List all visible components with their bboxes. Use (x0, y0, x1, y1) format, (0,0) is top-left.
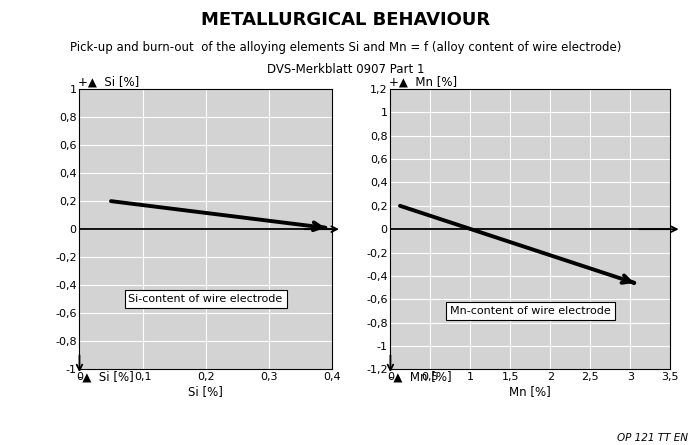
Text: Pick-up and burn-out  of the alloying elements Si and Mn = f (alloy content of w: Pick-up and burn-out of the alloying ele… (70, 41, 621, 54)
Text: +▲  Mn [%]: +▲ Mn [%] (389, 75, 457, 88)
Text: Si-content of wire electrode: Si-content of wire electrode (129, 294, 283, 304)
Text: OP 121 TT EN: OP 121 TT EN (616, 433, 688, 443)
Text: -▲  Si [%]: -▲ Si [%] (78, 371, 134, 384)
Text: -▲  Mn [%]: -▲ Mn [%] (389, 371, 452, 384)
Text: Mn-content of wire electrode: Mn-content of wire electrode (450, 306, 611, 316)
Text: DVS-Merkblatt 0907 Part 1: DVS-Merkblatt 0907 Part 1 (267, 63, 424, 76)
Text: Mn [%]: Mn [%] (509, 385, 551, 398)
Text: Si [%]: Si [%] (188, 385, 223, 398)
Text: METALLURGICAL BEHAVIOUR: METALLURGICAL BEHAVIOUR (201, 11, 490, 29)
Text: +▲  Si [%]: +▲ Si [%] (78, 75, 140, 88)
